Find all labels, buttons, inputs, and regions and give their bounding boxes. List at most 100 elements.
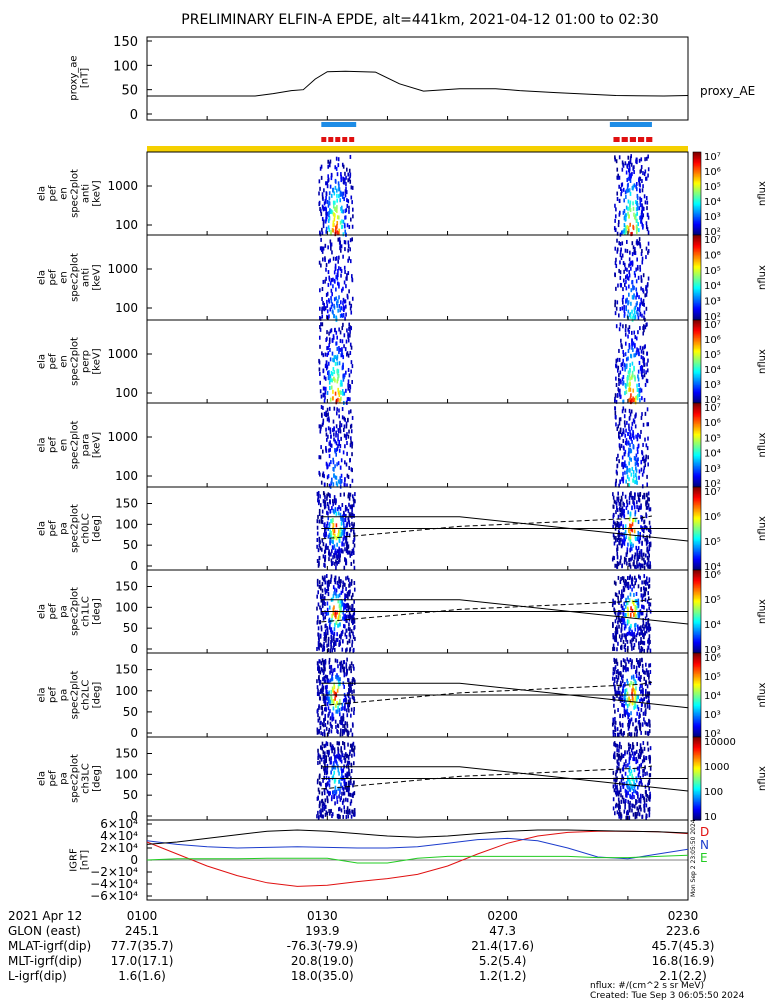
energy-spectrogram-pixel — [338, 282, 340, 287]
pa-colorbar-cell — [693, 739, 701, 742]
pa-spectrogram-pixel — [339, 599, 342, 604]
energy-spectrogram-pixel — [636, 157, 638, 162]
pa-colorbar-cell — [693, 528, 701, 531]
pa-spectrogram-pixel — [641, 793, 644, 798]
pa-spectrogram-pixel — [619, 690, 621, 695]
energy-colorbar-cell — [693, 404, 701, 407]
energy-spectrogram-pixel — [628, 467, 631, 472]
energy-colorbar-cell — [693, 244, 701, 247]
energy-spectrogram-pixel — [345, 186, 347, 191]
pa-spectrogram-pixel — [626, 503, 629, 508]
pa-colorbar-label: nflux — [757, 682, 768, 707]
pa-spectrogram-pixel — [613, 720, 615, 725]
energy-spectrogram-pixel — [325, 229, 328, 234]
pa-spectrogram-pixel — [617, 675, 620, 680]
energy-spectrogram-pixel — [615, 159, 618, 164]
pa-spectrogram-pixel — [343, 741, 346, 746]
pa-spectrogram-pixel — [319, 689, 322, 694]
pa-spectrogram-pixel — [324, 762, 326, 767]
energy-colorbar-tick: 10⁴ — [704, 197, 721, 208]
energy-spectrogram-pixel — [345, 175, 347, 180]
energy-spectrogram-pixel — [637, 393, 639, 398]
energy-spectrogram-pixel — [318, 455, 321, 460]
pa-spectrogram-pixel — [645, 621, 648, 626]
energy-colorbar-cell — [693, 425, 701, 428]
energy-spectrogram-pixel — [342, 391, 344, 396]
energy-spectrogram-pixel — [646, 200, 649, 205]
energy-colorbar-cell — [693, 178, 701, 181]
energy-spectrogram-pixel — [626, 273, 628, 278]
energy-spectrogram-pixel — [644, 411, 647, 416]
energy-colorbar-cell — [693, 214, 701, 217]
energy-spectrogram-pixel — [628, 284, 630, 289]
energy-spectrogram-pixel — [335, 330, 338, 335]
pa-spectrogram-pixel — [630, 578, 633, 583]
energy-ylabel-line: anti — [81, 184, 92, 203]
pa-spectrogram-pixel — [324, 633, 326, 638]
energy-spectrogram-pixel — [628, 169, 631, 174]
pa-spectrogram-pixel — [628, 500, 631, 505]
pa-spectrogram-pixel — [327, 545, 329, 550]
pa-ylabel-line: ela — [37, 687, 48, 702]
energy-spectrogram-pixel — [622, 261, 625, 266]
pa-spectrogram-pixel — [639, 755, 641, 760]
pa-spectrogram-pixel — [649, 602, 652, 607]
energy-spectrogram-pixel — [318, 358, 320, 363]
energy-spectrogram-pixel — [630, 426, 633, 431]
pa-spectrogram-pixel — [330, 797, 333, 802]
pa-spectrogram-pixel — [638, 719, 641, 724]
energy-spectrogram-pixel — [324, 386, 327, 391]
energy-spectrogram-pixel — [635, 473, 637, 478]
energy-colorbar-cell — [693, 152, 701, 154]
energy-spectrogram-pixel — [628, 206, 631, 211]
energy-spectrogram-pixel — [625, 225, 628, 230]
pa-spectrogram-pixel — [644, 703, 646, 708]
pa-spectrogram-pixel — [335, 536, 338, 541]
energy-ylabel: ela pef en spec2plot anti [keV] — [37, 253, 103, 302]
pa-spectrogram-pixel — [627, 645, 629, 650]
energy-spectrogram-pixel — [633, 353, 635, 358]
energy-spectrogram-pixel — [640, 278, 643, 283]
pa-spectrogram-pixel — [340, 748, 342, 753]
footer-units: nflux: #/(cm^2 s sr MeV) — [590, 981, 704, 991]
pa-spectrogram-pixel — [325, 706, 327, 711]
energy-spectrogram-pixel — [339, 347, 341, 352]
energy-spectrogram-pixel — [627, 451, 630, 456]
energy-spectrogram-pixel — [330, 460, 332, 465]
pa-colorbar-cell — [693, 518, 701, 521]
pa-spectrogram-pixel — [329, 742, 332, 747]
energy-spectrogram-pixel — [624, 328, 627, 333]
energy-spectrogram-pixel — [344, 460, 346, 465]
pa-colorbar-cell — [693, 628, 701, 631]
energy-spectrogram-pixel — [348, 465, 350, 470]
pa-spectrogram-pixel — [644, 631, 646, 636]
pa-spectrogram-pixel — [348, 808, 351, 813]
energy-spectrogram-pixel — [344, 171, 346, 176]
energy-spectrogram-pixel — [347, 248, 349, 253]
pa-spectrogram-pixel — [634, 789, 637, 794]
pa-spectrogram-pixel — [321, 596, 323, 601]
pa-spectrogram-pixel — [632, 681, 635, 686]
energy-spectrogram-pixel — [326, 181, 329, 186]
energy-spectrogram-pixel — [340, 423, 343, 428]
pa-spectrogram-pixel — [327, 696, 329, 701]
energy-spectrogram-pixel — [615, 264, 618, 269]
energy-spectrogram-pixel — [645, 221, 648, 226]
pa-colorbar-cell — [693, 690, 701, 693]
pa-spectrogram-pixel — [344, 605, 347, 610]
pa-spectrogram-pixel — [641, 668, 644, 673]
pa-spectrogram-pixel — [639, 746, 642, 751]
energy-ytick-label: 100 — [115, 218, 138, 232]
pa-spectrogram-pixel — [624, 659, 626, 664]
pa-spectrogram-pixel — [649, 663, 652, 668]
energy-spectrogram-pixel — [336, 215, 339, 220]
pa-ylabel-line: [deg] — [92, 515, 103, 542]
pa-spectrogram-pixel — [329, 648, 332, 653]
pa-ytick-label: 150 — [115, 747, 138, 761]
pa-colorbar-cell — [693, 608, 701, 611]
pa-spectrogram-pixel — [317, 760, 319, 765]
energy-colorbar-cell — [693, 387, 701, 390]
pa-spectrogram-pixel — [325, 611, 328, 616]
pa-spectrogram-pixel — [612, 504, 615, 509]
energy-spectrogram-pixel — [620, 187, 622, 192]
